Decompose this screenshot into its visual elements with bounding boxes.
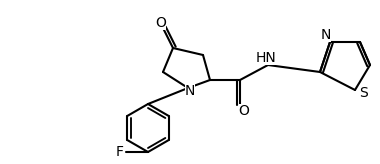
Text: O: O	[239, 104, 249, 118]
Text: N: N	[185, 84, 195, 98]
Text: N: N	[321, 28, 331, 42]
Text: HN: HN	[256, 51, 276, 65]
Text: S: S	[359, 86, 367, 100]
Text: O: O	[155, 16, 166, 30]
Text: F: F	[116, 145, 124, 159]
